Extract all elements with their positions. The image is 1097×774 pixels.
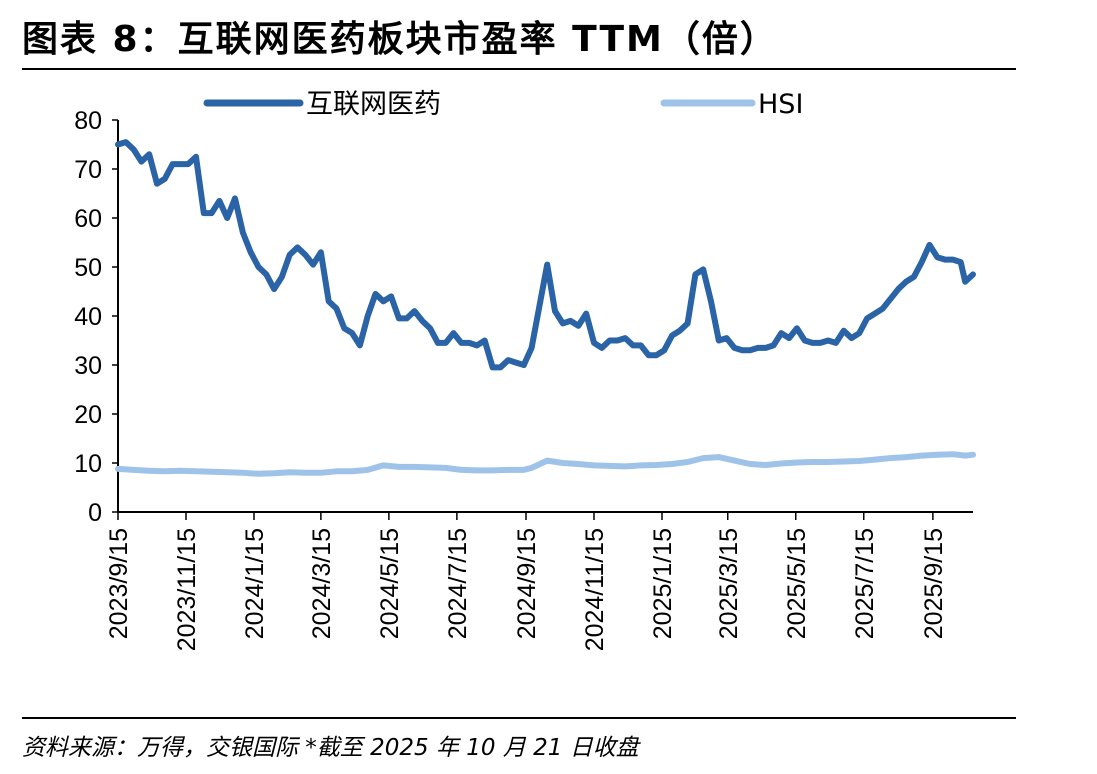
source-rule: [22, 717, 1016, 719]
x-tick-label: 2024/3/15: [308, 528, 336, 639]
x-tick-label: 2024/5/15: [376, 528, 404, 639]
figure-title: 图表 8：互联网医药板块市盈率 TTM（倍）: [22, 19, 778, 60]
x-tick-label: 2024/1/15: [241, 528, 269, 639]
y-tick-label: 10: [74, 450, 102, 478]
y-tick-label: 30: [74, 352, 102, 380]
x-tick-label: 2024/7/15: [444, 528, 472, 639]
x-tick-label: 2024/9/15: [513, 528, 541, 639]
legend-internet-medical-label: 互联网医药: [306, 89, 441, 120]
internet-medical-line: [115, 139, 976, 371]
legend-hsi-label: HSI: [758, 89, 803, 120]
hsi-line: [115, 451, 976, 477]
x-tick-label: 2024/11/15: [581, 528, 609, 651]
legend-hsi: HSI: [660, 89, 803, 120]
y-tick-label: 60: [74, 205, 102, 233]
x-axis: 2023/9/15 2023/11/15 2024/1/15 2024/3/15 202…: [105, 511, 973, 651]
y-tick-label: 80: [74, 107, 102, 135]
x-tick-label: 2025/3/15: [715, 528, 743, 639]
y-axis: 0 10 20 30 40 50 60 70 80: [74, 107, 119, 527]
x-tick-label: 2025/9/15: [920, 528, 948, 639]
x-tick-label: 2025/5/15: [783, 528, 811, 639]
x-tick-label: 2023/11/15: [173, 528, 201, 651]
legend: 互联网医药 HSI: [203, 89, 803, 120]
legend-internet-medical: 互联网医药: [203, 89, 441, 120]
x-tick-label: 2025/1/15: [649, 528, 677, 639]
y-tick-label: 0: [88, 499, 102, 527]
x-tick-label: 2025/7/15: [851, 528, 879, 639]
x-tick-label: 2023/9/15: [105, 528, 133, 639]
title-rule: [22, 68, 1016, 70]
y-tick-label: 40: [74, 303, 102, 331]
y-tick-label: 50: [74, 254, 102, 282]
y-tick-label: 70: [74, 156, 102, 184]
series-layer: [115, 139, 976, 477]
source-note: 资料来源：万得，交银国际 *截至 2025 年 10 月 21 日收盘: [22, 735, 639, 761]
y-tick-label: 20: [74, 401, 102, 429]
